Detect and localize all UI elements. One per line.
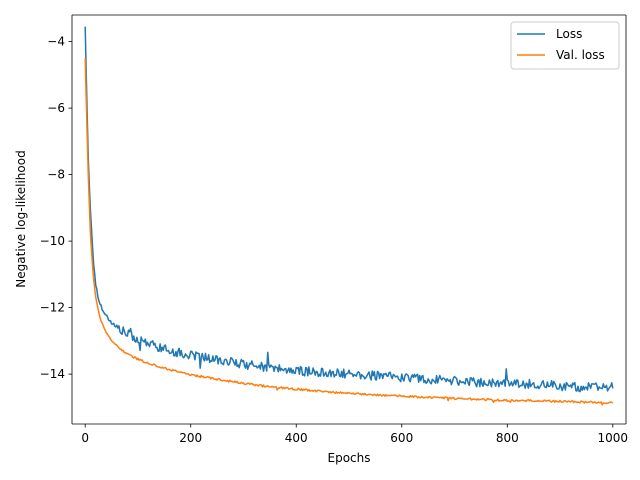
y-tick-label: −14 bbox=[40, 367, 65, 381]
legend: Loss Val. loss bbox=[510, 21, 620, 70]
y-tick-label: −8 bbox=[47, 168, 65, 182]
x-tick-label: 400 bbox=[285, 431, 308, 445]
series-line-val-loss bbox=[84, 58, 614, 406]
legend-label-loss: Loss bbox=[556, 27, 582, 41]
x-tick-label: 800 bbox=[496, 431, 519, 445]
y-tick-label: −6 bbox=[47, 101, 65, 115]
x-axis-label: Epochs bbox=[328, 451, 371, 465]
x-tick-label: 200 bbox=[179, 431, 202, 445]
series-line-loss bbox=[84, 26, 614, 393]
x-tick-label: 600 bbox=[390, 431, 413, 445]
y-axis-label: Negative log-likelihood bbox=[14, 150, 28, 287]
series-layer bbox=[84, 26, 614, 406]
x-tick-label: 1000 bbox=[598, 431, 629, 445]
x-axis-ticks: 0 200 400 600 800 1000 bbox=[81, 424, 628, 445]
y-tick-label: −4 bbox=[47, 35, 65, 49]
y-tick-label: −12 bbox=[40, 301, 65, 315]
y-axis-ticks: −14 −12 −10 −8 −6 −4 bbox=[40, 35, 72, 381]
y-tick-label: −10 bbox=[40, 234, 65, 248]
legend-label-val-loss: Val. loss bbox=[556, 48, 605, 62]
axes-frame bbox=[71, 14, 627, 425]
x-tick-label: 0 bbox=[81, 431, 89, 445]
plot-area bbox=[72, 15, 626, 424]
